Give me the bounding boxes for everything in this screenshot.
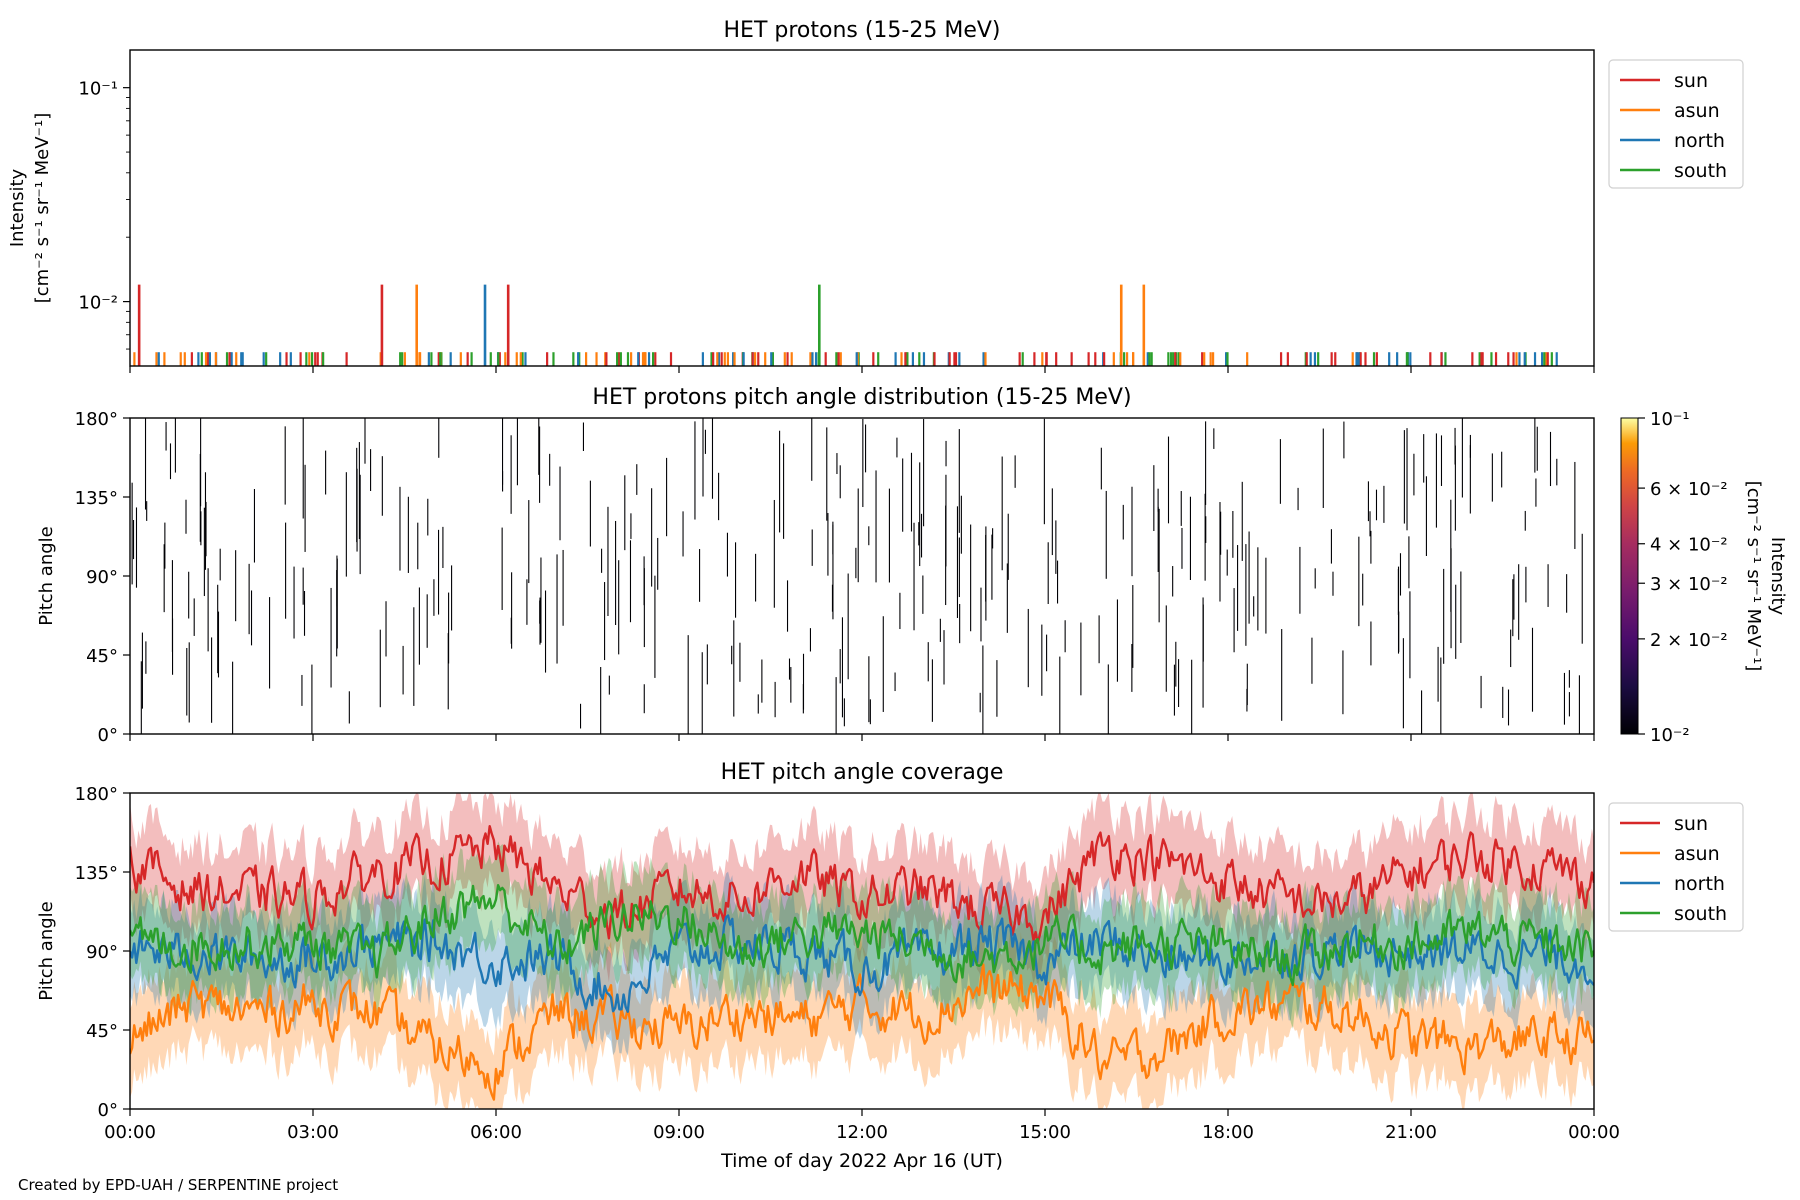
panel1-ylabel-line1: Intensity	[7, 168, 28, 247]
y-tick-label-0: 0°	[98, 725, 118, 746]
legend-label-sun: sun	[1674, 813, 1708, 835]
colorbar-ticks: 10⁻¹ 6 × 10⁻² 4 × 10⁻² 3 × 10⁻² 2 × 10⁻² 10⁻²	[1638, 409, 1728, 746]
y-tick-label-0: 0°	[98, 1100, 118, 1121]
panel-intensity: HET protons (15-25 MeV) Intensity [cm⁻² …	[7, 18, 1744, 373]
y-tick-label-2: 90°	[86, 567, 118, 588]
x-tick-label-5: 15:00	[1019, 1122, 1071, 1143]
panel1-frame	[129, 49, 1595, 367]
panel-pad: HET protons pitch angle distribution (15…	[36, 385, 1788, 746]
colorbar-label-line2: [cm⁻² s⁻¹ sr⁻¹ MeV⁻¹]	[1743, 481, 1764, 672]
panel1-ylabel: Intensity [cm⁻² s⁻¹ sr⁻¹ MeV⁻¹]	[7, 113, 53, 304]
panel2-frame	[129, 417, 1595, 735]
colorbar-tick-label-0: 10⁻¹	[1650, 409, 1690, 430]
y-tick-label-4: 180°	[75, 409, 118, 430]
legend-label-north: north	[1674, 873, 1725, 895]
band-south	[130, 841, 1594, 1029]
panel1-ylabel-line2: [cm⁻² s⁻¹ sr⁻¹ MeV⁻¹]	[32, 113, 53, 304]
panel1-axes: 10⁻¹ 10⁻²	[78, 79, 1595, 373]
y-tick-label-2: 90°	[86, 942, 118, 963]
panel1-title: HET protons (15-25 MeV)	[724, 18, 1001, 43]
band-sun	[130, 793, 1594, 987]
y-tick-label-3: 135°	[75, 863, 118, 884]
panel2-ylabel: Pitch angle	[36, 526, 57, 625]
footer-credit: Created by EPD-UAH / SERPENTINE project	[18, 1176, 338, 1194]
panel-coverage: HET pitch angle coverage Pitch angle 0° 4…	[36, 760, 1744, 1172]
legend-label-asun: asun	[1674, 843, 1720, 865]
y-tick-label-4: 180°	[75, 784, 118, 805]
colorbar-label: Intensity [cm⁻² s⁻¹ sr⁻¹ MeV⁻¹]	[1743, 481, 1788, 672]
x-tick-label-6: 18:00	[1202, 1122, 1254, 1143]
legend-label-asun: asun	[1674, 100, 1720, 122]
x-tick-label-0: 00:00	[104, 1122, 156, 1143]
legend-box	[1608, 802, 1744, 932]
colorbar-tick-label-1: 6 × 10⁻²	[1650, 479, 1728, 500]
colorbar-label-line1: Intensity	[1767, 537, 1788, 616]
colorbar-tick-label-3: 3 × 10⁻²	[1650, 574, 1728, 595]
band-north	[130, 871, 1594, 1056]
colorbar-tick-label-5: 10⁻²	[1650, 725, 1690, 746]
panel3-frame	[129, 792, 1595, 1110]
y-tick-label-1: 45°	[86, 1021, 118, 1042]
panel2-heatmap	[131, 418, 1583, 734]
y-tick-label-1: 10⁻²	[78, 293, 118, 314]
y-tick-label-1: 45°	[86, 646, 118, 667]
panel1-legend: sun asun north south	[1608, 59, 1744, 189]
colorbar: 10⁻¹ 6 × 10⁻² 4 × 10⁻² 3 × 10⁻² 2 × 10⁻² 10⁻²…	[1620, 409, 1788, 746]
colorbar-tick-label-4: 2 × 10⁻²	[1650, 630, 1728, 651]
panel3-legend: sun asun north south	[1608, 802, 1744, 932]
x-axis-label: Time of day 2022 Apr 16 (UT)	[720, 1150, 1003, 1172]
y-tick-label-0: 10⁻¹	[78, 79, 118, 100]
panel2-axes: 0° 45° 90° 135° 180°	[75, 409, 1595, 746]
legend-box	[1608, 59, 1744, 189]
legend-label-north: north	[1674, 130, 1725, 152]
panel2-title: HET protons pitch angle distribution (15…	[592, 385, 1131, 410]
panel3-plot-area	[130, 793, 1594, 1109]
x-tick-label-4: 12:00	[836, 1122, 888, 1143]
x-tick-label-2: 06:00	[470, 1122, 522, 1143]
line-south	[130, 884, 1594, 987]
x-tick-label-3: 09:00	[653, 1122, 705, 1143]
panel3-title: HET pitch angle coverage	[721, 760, 1004, 785]
panel3-ylabel: Pitch angle	[36, 901, 57, 1000]
legend-label-sun: sun	[1674, 70, 1708, 92]
colorbar-tick-label-2: 4 × 10⁻²	[1650, 535, 1728, 556]
x-tick-label-8: 00:00	[1568, 1122, 1620, 1143]
legend-label-south: south	[1674, 903, 1727, 925]
x-tick-label-1: 03:00	[287, 1122, 339, 1143]
colorbar-gradient	[1620, 417, 1639, 735]
line-sun	[130, 825, 1594, 944]
band-asun	[130, 920, 1594, 1109]
y-tick-label-3: 135°	[75, 488, 118, 509]
x-tick-label-7: 21:00	[1385, 1122, 1437, 1143]
panel3-axes: 0° 45° 90° 135° 180° 00:00 03:00 06:00 09:00 12:0…	[75, 784, 1620, 1143]
panel1-plot-area	[133, 284, 1558, 366]
legend-label-south: south	[1674, 160, 1727, 182]
